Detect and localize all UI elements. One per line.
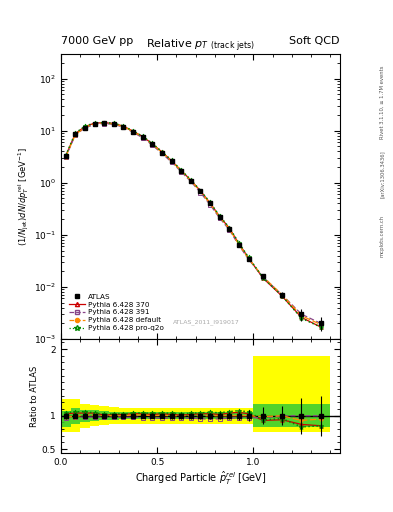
Text: 7000 GeV pp: 7000 GeV pp bbox=[61, 36, 133, 46]
Text: Rivet 3.1.10, ≥ 1.7M events: Rivet 3.1.10, ≥ 1.7M events bbox=[380, 66, 384, 139]
Text: Soft QCD: Soft QCD bbox=[290, 36, 340, 46]
Y-axis label: $(1/N_\mathrm{jet})dN/dp_T^\mathrm{rel}\ [\mathrm{GeV}^{-1}]$: $(1/N_\mathrm{jet})dN/dp_T^\mathrm{rel}\… bbox=[17, 147, 31, 246]
Text: ATLAS_2011_I919017: ATLAS_2011_I919017 bbox=[173, 319, 239, 325]
Y-axis label: Ratio to ATLAS: Ratio to ATLAS bbox=[30, 366, 39, 426]
Title: Relative $p_T$ $\mathregular{_{(track\ jets)}}$: Relative $p_T$ $\mathregular{_{(track\ j… bbox=[146, 37, 255, 54]
Text: [arXiv:1306.3436]: [arXiv:1306.3436] bbox=[380, 150, 384, 198]
Legend: ATLAS, Pythia 6.428 370, Pythia 6.428 391, Pythia 6.428 default, Pythia 6.428 pr: ATLAS, Pythia 6.428 370, Pythia 6.428 39… bbox=[67, 292, 165, 333]
X-axis label: Charged Particle $\hat{p}_T^{rel}$ [GeV]: Charged Particle $\hat{p}_T^{rel}$ [GeV] bbox=[134, 470, 266, 487]
Text: mcplots.cern.ch: mcplots.cern.ch bbox=[380, 215, 384, 257]
